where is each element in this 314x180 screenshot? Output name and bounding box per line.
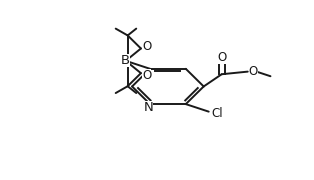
Text: B: B	[121, 54, 130, 67]
Text: O: O	[217, 51, 226, 64]
Text: N: N	[143, 101, 153, 114]
Text: O: O	[142, 40, 151, 53]
Text: O: O	[249, 65, 258, 78]
Text: O: O	[142, 69, 151, 82]
Text: Cl: Cl	[211, 107, 223, 120]
